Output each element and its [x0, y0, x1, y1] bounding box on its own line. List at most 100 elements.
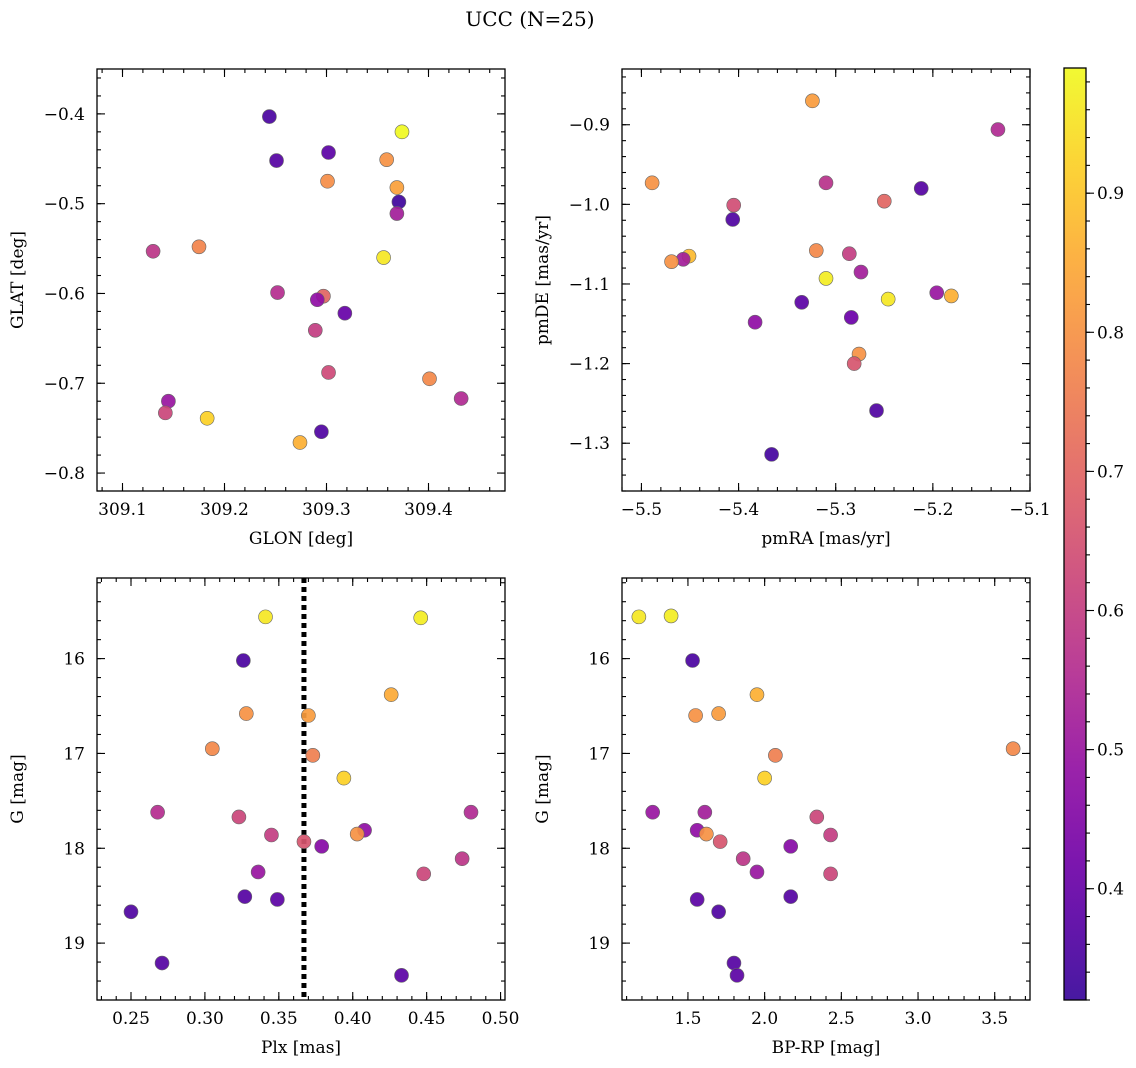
data-point	[269, 153, 284, 168]
y-tick-label: −0.5	[44, 195, 85, 215]
data-point	[712, 834, 728, 849]
x-tick-label: 3.0	[905, 1009, 932, 1029]
data-point	[314, 424, 329, 440]
panel-1: 309.1 309.2 309.3 309.4 −0.8 −0.7 −0.6 −0.5 −0.4…	[8, 68, 506, 549]
data-point	[150, 804, 165, 820]
data-point	[735, 851, 751, 867]
data-point	[416, 866, 431, 882]
y-axis-label: GLAT [deg]	[8, 231, 28, 329]
y-tick-label: −1.0	[569, 195, 610, 215]
data-point	[376, 250, 391, 265]
data-point	[783, 889, 799, 904]
y-tick-label: −0.8	[44, 464, 85, 484]
data-point	[158, 405, 173, 421]
data-point	[809, 809, 825, 825]
y-tick-label: −0.4	[44, 105, 85, 125]
x-tick-label: −5.1	[1009, 500, 1050, 520]
data-point	[697, 804, 713, 820]
data-point	[270, 892, 285, 907]
x-tick-label: 0.50	[482, 1009, 520, 1029]
data-point	[336, 770, 352, 786]
data-point	[145, 243, 161, 259]
data-point	[314, 839, 329, 854]
y-tick-label: 16	[588, 650, 610, 670]
data-point	[685, 653, 700, 668]
y-tick-label: 19	[63, 934, 85, 954]
colorbar-frame	[1063, 67, 1087, 1001]
data-point	[880, 291, 896, 307]
x-axis-label: pmRA [mas/yr]	[761, 529, 890, 549]
data-point	[726, 955, 742, 971]
x-axis-label: Plx [mas]	[261, 1038, 341, 1058]
data-point	[383, 687, 399, 702]
data-point	[379, 152, 394, 167]
data-point	[768, 748, 783, 763]
data-point	[749, 864, 765, 880]
data-point	[205, 741, 220, 756]
data-point	[463, 804, 479, 820]
data-point	[262, 109, 277, 124]
x-tick-label: −5.3	[815, 500, 856, 520]
y-tick-label: −1.2	[569, 355, 610, 375]
x-tick-label: 309.4	[404, 500, 453, 520]
data-point	[270, 285, 285, 300]
data-point	[664, 254, 679, 269]
data-point	[853, 264, 869, 280]
colorbar-tick-label: 0.8	[1097, 323, 1124, 343]
panel-2: −5.5 −5.4 −5.3 −5.2 −5.1 −1.3 −1.2 −1.1 −1.0 −0.9…	[533, 68, 1051, 549]
data-point	[258, 609, 273, 625]
data-point	[321, 365, 336, 380]
data-point	[725, 212, 741, 227]
data-point	[389, 180, 405, 195]
y-tick-label: 18	[63, 839, 85, 859]
y-tick-label: 17	[63, 744, 85, 764]
data-point	[843, 310, 859, 325]
colorbar-tick-label: 0.9	[1097, 184, 1124, 204]
data-point	[236, 653, 251, 668]
data-point	[644, 175, 660, 191]
data-point	[689, 892, 705, 907]
data-point	[876, 193, 892, 209]
x-tick-label: 0.35	[260, 1009, 298, 1029]
x-tick-label: −5.4	[718, 500, 759, 520]
data-point	[699, 826, 714, 842]
data-point	[310, 292, 325, 308]
data-point	[191, 239, 207, 255]
data-point	[688, 708, 703, 723]
y-axis-label: G [mag]	[533, 754, 553, 823]
data-point	[237, 889, 253, 904]
data-point	[453, 391, 469, 406]
data-point	[337, 305, 353, 321]
data-point	[663, 608, 679, 624]
data-point	[757, 770, 772, 786]
y-tick-label: 19	[588, 934, 610, 954]
data-point	[123, 904, 139, 920]
data-point	[764, 447, 779, 462]
data-point	[783, 839, 799, 854]
data-point	[321, 145, 336, 160]
data-point	[805, 93, 820, 109]
y-tick-label: −0.6	[44, 284, 85, 304]
colorbar-tick-label: 0.5	[1097, 741, 1124, 761]
y-axis-label: G [mag]	[8, 754, 28, 823]
data-point	[944, 288, 959, 304]
x-tick-label: 2.5	[828, 1009, 855, 1029]
y-tick-label: −0.9	[569, 116, 610, 136]
panels: 309.1 309.2 309.3 309.4 −0.8 −0.7 −0.6 −0.5 −0.4…	[8, 68, 1051, 1058]
data-point	[454, 851, 470, 867]
data-point	[645, 804, 660, 820]
data-point	[301, 708, 316, 723]
data-point	[913, 181, 929, 196]
data-point	[929, 285, 945, 301]
figure-title: UCC (N=25)	[465, 7, 594, 31]
y-tick-label: 16	[63, 650, 85, 670]
colorbar: 0.4 0.5 0.6 0.7 0.8 0.9	[1063, 67, 1124, 1001]
data-point	[794, 294, 810, 310]
data-point	[823, 827, 838, 843]
data-point	[264, 827, 279, 843]
data-point	[199, 410, 215, 426]
data-point	[292, 435, 308, 450]
data-point	[869, 403, 884, 418]
colorbar-tick-label: 0.4	[1097, 880, 1124, 900]
